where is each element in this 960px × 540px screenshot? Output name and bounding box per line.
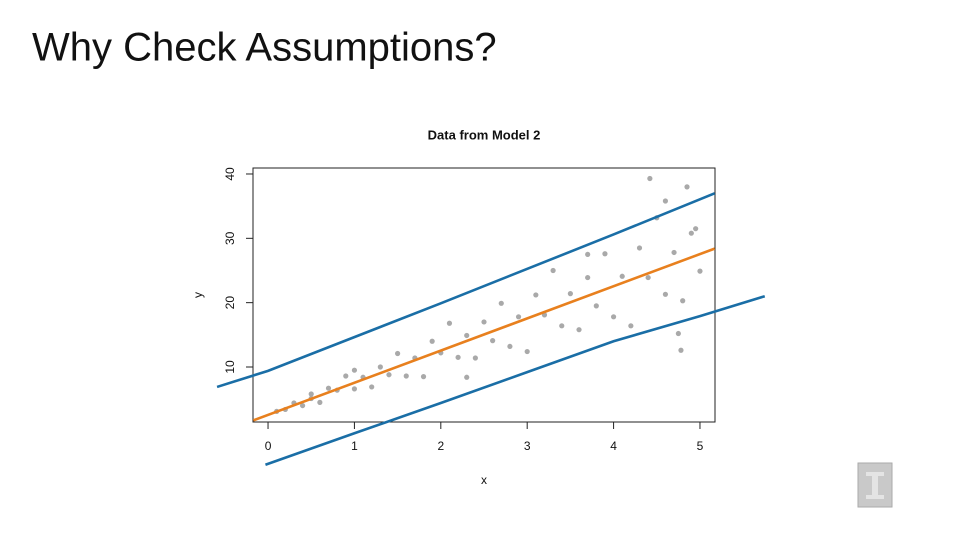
point	[610, 314, 617, 320]
point	[550, 267, 556, 274]
point	[636, 245, 643, 251]
point	[628, 323, 634, 329]
point	[325, 385, 332, 391]
logo	[857, 462, 893, 508]
point	[602, 251, 608, 257]
point	[671, 249, 677, 256]
fit-line	[216, 192, 716, 389]
fit-line	[252, 247, 716, 422]
point	[464, 374, 470, 380]
fit-line	[265, 294, 766, 467]
plot-frame	[252, 167, 716, 423]
point	[693, 226, 699, 232]
point	[351, 386, 358, 392]
point	[647, 175, 653, 182]
point	[533, 292, 539, 298]
x-tick-label: 0	[265, 439, 272, 453]
x-tick-label: 3	[524, 439, 531, 453]
point	[299, 402, 306, 409]
point	[343, 373, 349, 379]
point	[377, 364, 383, 370]
point	[395, 350, 401, 357]
point	[515, 314, 522, 320]
point	[688, 230, 694, 236]
point	[308, 391, 314, 397]
chart-title: Data from Model 2	[428, 127, 541, 142]
point	[446, 320, 453, 326]
y-tick-label: 30	[223, 231, 237, 245]
point	[429, 338, 435, 344]
point	[464, 332, 470, 339]
y-axis-label: y	[191, 292, 205, 298]
point	[684, 184, 690, 190]
point	[351, 367, 358, 373]
point	[662, 198, 669, 204]
point	[490, 338, 496, 344]
point	[675, 330, 681, 337]
point	[481, 319, 487, 325]
point	[567, 291, 573, 297]
point	[576, 327, 582, 333]
x-tick-label: 5	[697, 439, 704, 453]
point	[585, 274, 591, 281]
x-axis-label: x	[481, 473, 487, 487]
slide-title: Why Check Assumptions?	[32, 26, 497, 70]
point	[559, 323, 565, 329]
y-tick-label: 20	[223, 296, 237, 310]
x-tick-label: 4	[610, 439, 617, 453]
point	[593, 303, 599, 309]
point	[662, 291, 669, 297]
y-tick-label: 10	[223, 360, 237, 374]
x-tick-label: 1	[351, 439, 358, 453]
point	[420, 374, 427, 380]
point	[680, 298, 686, 304]
point	[386, 372, 392, 378]
point	[498, 300, 504, 306]
point	[678, 347, 684, 353]
x-tick-label: 2	[437, 439, 444, 453]
y-tick-label: 40	[223, 167, 237, 181]
point	[645, 274, 651, 281]
point	[585, 251, 591, 258]
point	[524, 348, 530, 355]
point	[317, 399, 323, 405]
point	[403, 373, 409, 379]
point	[697, 268, 703, 274]
point	[619, 273, 625, 279]
point	[455, 354, 461, 360]
point	[369, 384, 375, 390]
point	[472, 355, 478, 361]
point	[507, 343, 513, 350]
